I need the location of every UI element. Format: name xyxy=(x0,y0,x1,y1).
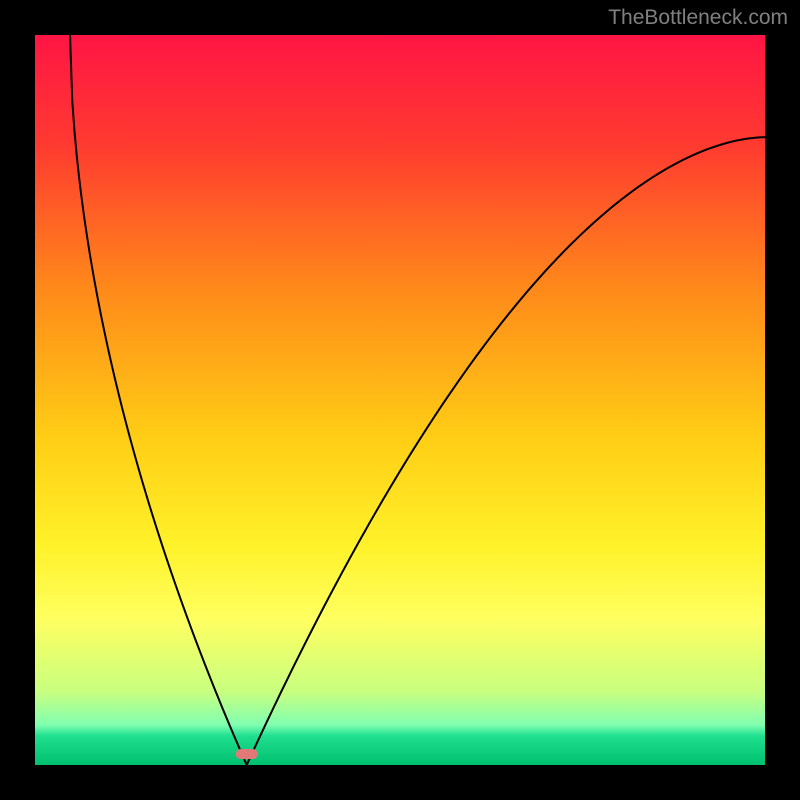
plot-area xyxy=(35,35,765,765)
chart-container: { "watermark": { "text": "TheBottleneck.… xyxy=(0,0,800,800)
chart-svg xyxy=(0,0,800,800)
watermark-text: TheBottleneck.com xyxy=(608,6,788,30)
dip-marker xyxy=(236,749,258,759)
